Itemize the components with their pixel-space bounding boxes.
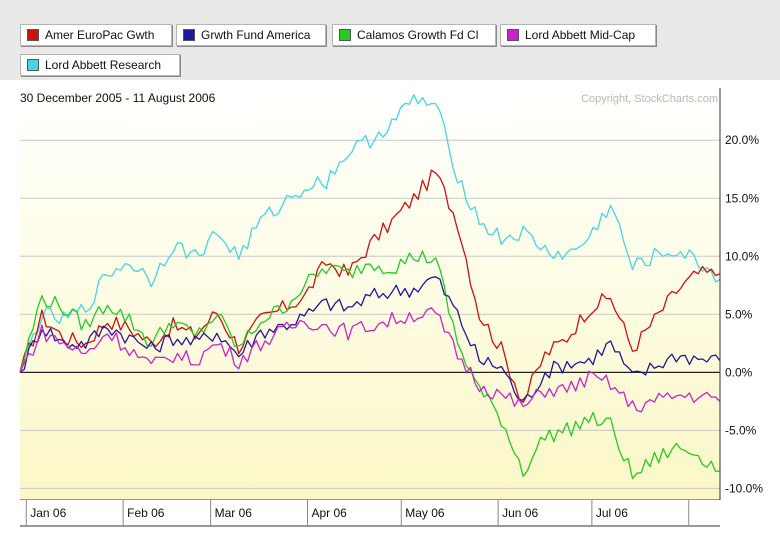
legend-label-amer-europac: Amer EuroPac Gwth [45,28,155,42]
legend-item-calamos[interactable]: Calamos Growth Fd Cl [332,24,496,46]
x-tick-label: Feb 06 [127,506,165,520]
y-tick-label: -5.0% [725,423,757,437]
series-line-lord-abbett-research [19,94,721,373]
y-tick-label: 5.0% [725,307,753,321]
legend-label-lord-abbett-research: Lord Abbett Research [45,58,162,72]
series-line-lord-abbett-mid-cap [19,307,721,413]
line-chart: 20.0% 15.0% 10.0% 5.0% 0.0% -5.0% -10.0% Jan 06… [0,80,780,540]
x-axis-band [20,500,720,526]
legend-swatch-calamos [339,29,351,41]
x-tick-label: Jun 06 [502,506,538,520]
legend-label-lord-abbett-midcap: Lord Abbett Mid-Cap [525,28,636,42]
legend-swatch-lord-abbett-research [27,59,39,71]
series-line-grwth-fund-america [19,276,721,401]
y-tick-label: 10.0% [725,249,759,263]
legend-swatch-lord-abbett-midcap [507,29,519,41]
x-tick-label: Jul 06 [596,506,628,520]
legend-swatch-grwth-fund [183,29,195,41]
series-line-amer-europac-gwth [19,169,721,404]
x-tick-label: May 06 [405,506,445,520]
y-tick-label: 20.0% [725,133,759,147]
legend-item-grwth-fund[interactable]: Grwth Fund America [176,24,326,46]
y-tick-label: -10.0% [725,481,763,495]
legend-label-grwth-fund: Grwth Fund America [201,28,311,42]
legend-label-calamos: Calamos Growth Fd Cl [357,28,479,42]
copyright-label: Copyright, StockCharts.com [581,93,718,105]
legend-item-lord-abbett-midcap[interactable]: Lord Abbett Mid-Cap [500,24,656,46]
date-range-label: 30 December 2005 - 11 August 2006 [20,91,216,105]
legend-item-amer-europac[interactable]: Amer EuroPac Gwth [20,24,172,46]
series-group [19,94,721,480]
x-tick-label: Mar 06 [215,506,253,520]
legend-swatch-amer-europac [27,29,39,41]
x-tick-label: Jan 06 [30,506,66,520]
legend-item-lord-abbett-research[interactable]: Lord Abbett Research [20,54,180,76]
axes: 20.0% 15.0% 10.0% 5.0% 0.0% -5.0% -10.0% Jan 06… [20,88,763,527]
grid-lines [20,139,720,489]
legend: Amer EuroPac Gwth Grwth Fund America Cal… [0,0,780,80]
plot-area [20,88,720,500]
y-tick-label: 15.0% [725,191,759,205]
y-tick-label: 0.0% [725,365,753,379]
series-line-calamos-growth-fd-cl [19,250,721,480]
x-tick-label: Apr 06 [312,506,348,520]
